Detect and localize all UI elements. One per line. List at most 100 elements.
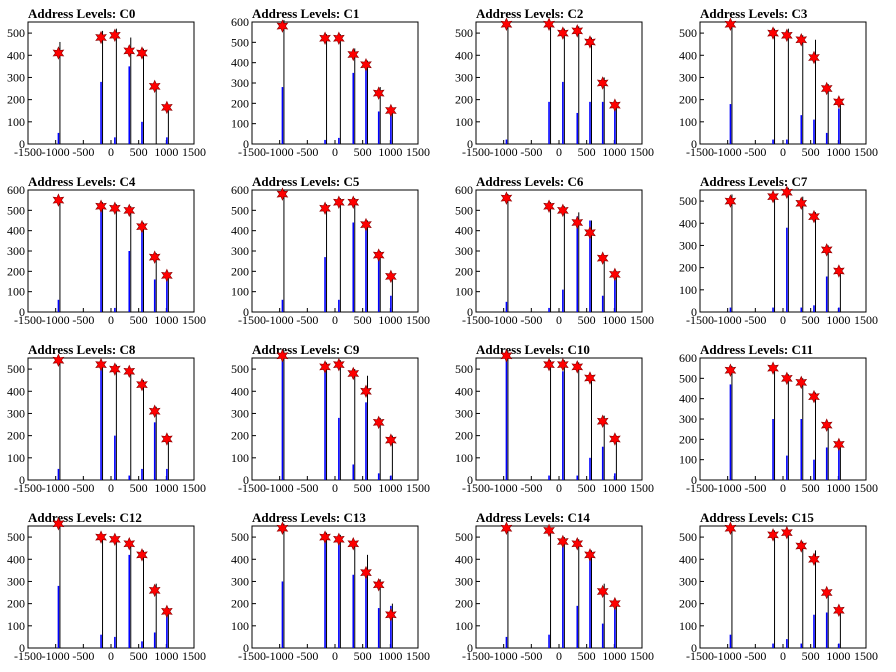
y-tick-label: 200 [7,264,25,278]
x-tick-label: -1000 [266,145,294,159]
star-marker [148,583,161,598]
y-tick-label: 0 [691,305,697,319]
star-marker [385,433,397,447]
chart-panel-c6: Address Levels: C6-1500 -1000 -500 0 500 1000… [455,174,654,327]
y-tick-label: 100 [7,451,25,465]
x-tick-label: -1000 [490,313,518,327]
x-tick-label: -1000 [266,313,294,327]
x-tick-label: -500 [744,145,766,159]
x-tick-label: 0 [780,649,786,663]
x-tick-label: -1000 [490,145,518,159]
star-marker [136,548,148,562]
y-tick-label: 400 [679,216,697,230]
x-tick-label: 1000 [602,481,626,495]
x-tick-label: -1000 [42,313,70,327]
x-tick-label: -500 [744,313,766,327]
x-tick-label: 500 [130,481,148,495]
x-tick-label: 1500 [630,313,654,327]
y-tick-label: 300 [7,70,25,84]
x-tick-label: -1000 [42,649,70,663]
axes-frame [251,525,419,649]
y-tick-label: 200 [7,597,25,611]
y-tick-label: 0 [243,305,249,319]
star-marker [276,521,289,535]
y-tick-label: 400 [7,552,25,566]
y-tick-label: 600 [455,183,473,197]
star-marker [584,371,596,385]
y-tick-label: 0 [691,137,697,151]
star-marker [820,585,833,600]
y-tick-label: 300 [679,238,697,252]
star-marker [833,437,845,452]
x-tick-label: -500 [744,481,766,495]
y-tick-label: 300 [455,244,473,258]
x-tick-label: 1500 [630,649,654,663]
y-tick-label: 0 [19,305,25,319]
star-marker [333,357,345,372]
x-tick-label: 1000 [378,145,402,159]
y-tick-label: 500 [679,26,697,40]
x-tick-label: 1500 [182,481,206,495]
y-tick-label: 0 [243,641,249,655]
star-marker [557,357,569,372]
x-tick-label: -500 [520,481,542,495]
y-tick-label: 0 [19,641,25,655]
x-tick-label: -1500 [686,313,714,327]
y-tick-label: 0 [467,305,473,319]
star-marker [109,28,121,43]
star-marker [596,584,609,599]
chart-panel-c4: Address Levels: C4-1500 -1000 -500 0 500 1000… [7,174,206,327]
x-tick-label: -1000 [42,481,70,495]
y-tick-label: 200 [231,597,249,611]
star-marker [319,530,331,544]
y-tick-label: 100 [7,115,25,129]
x-tick-label: -500 [72,481,94,495]
x-tick-label: -1500 [686,481,714,495]
y-tick-label: 300 [7,244,25,258]
star-marker [95,530,107,544]
x-tick-label: 0 [780,481,786,495]
star-marker [123,537,136,551]
x-tick-label: 0 [332,313,338,327]
chart-panel-c8: Address Levels: C8-1500 -1000 -500 0 500 1000… [7,342,206,495]
star-marker [276,19,289,33]
y-tick-label: 400 [679,48,697,62]
y-tick-label: 100 [679,115,697,129]
star-marker [808,552,820,567]
star-marker [833,95,845,109]
x-tick-label: 0 [780,145,786,159]
star-marker [833,264,845,278]
star-marker [347,366,360,381]
x-tick-label: -1500 [686,649,714,663]
x-tick-label: 0 [780,313,786,327]
star-marker [148,79,161,94]
star-marker [161,100,173,115]
x-tick-label: 0 [108,145,114,159]
star-marker [724,17,737,31]
axes-frame [475,357,643,481]
chart-panel-c13: Address Levels: C13 -1500 -1000 -500 0 500 100… [231,510,430,663]
y-tick-label: 400 [455,384,473,398]
chart-panel-c15: Address Levels: C15 -1500 -1000 -500 0 500 100… [679,510,878,663]
axes-frame [251,357,419,481]
star-marker [333,31,345,46]
y-tick-label: 200 [679,261,697,275]
x-tick-label: 1000 [602,649,626,663]
star-marker [385,607,397,622]
star-marker [109,201,121,216]
y-tick-label: 300 [679,70,697,84]
axes-frame [699,189,867,313]
y-tick-label: 0 [19,473,25,487]
x-tick-label: 1500 [854,649,878,663]
x-tick-label: -1500 [14,649,42,663]
star-marker [500,191,513,205]
star-marker [571,360,584,374]
x-tick-label: 1500 [406,145,430,159]
x-tick-label: 1000 [154,145,178,159]
y-tick-label: 200 [455,429,473,443]
chart-panel-c11: Address Levels: C11 -1500 -1000 -500 0 500 100… [679,342,878,495]
x-tick-label: -500 [520,649,542,663]
y-tick-label: 300 [7,574,25,588]
y-tick-label: 200 [231,429,249,443]
y-tick-label: 500 [231,362,249,376]
